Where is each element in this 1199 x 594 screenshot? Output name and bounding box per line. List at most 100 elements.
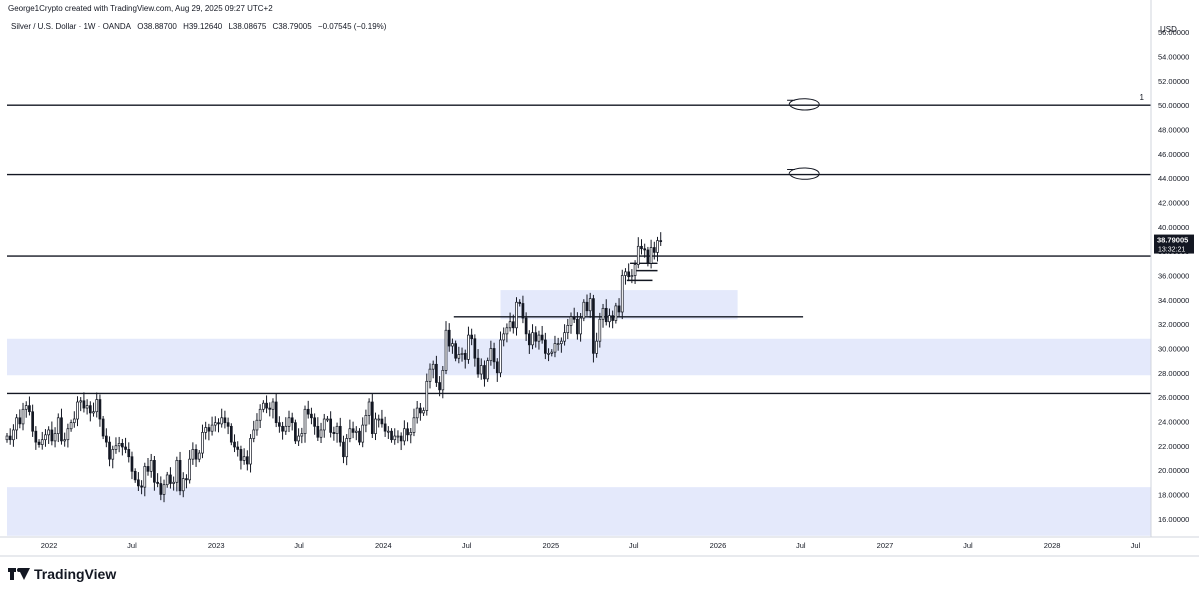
candle-body: [290, 417, 294, 424]
candle-body: [18, 417, 22, 425]
y-tick-label: 18.00000: [1158, 490, 1189, 499]
candle: [242, 448, 246, 465]
x-tick-label: 2023: [208, 541, 225, 550]
candle-body: [329, 418, 332, 433]
candle: [354, 426, 358, 441]
candle: [12, 424, 15, 447]
candle-body: [518, 301, 522, 304]
candle: [560, 337, 563, 353]
zone-rect: [7, 487, 1151, 536]
last-price-label: 38.79005: [1157, 236, 1188, 245]
candle-body: [553, 343, 557, 353]
candle: [172, 476, 175, 491]
candle: [415, 400, 419, 424]
symbol-name[interactable]: Silver / U.S. Dollar · 1W · OANDA: [11, 22, 132, 31]
candle-body: [495, 361, 499, 374]
candle: [281, 421, 284, 440]
candle: [326, 415, 329, 423]
candle-body: [563, 332, 566, 342]
y-tick-label: 46.00000: [1158, 150, 1189, 159]
candle-body: [229, 425, 233, 443]
candle-body: [63, 439, 67, 442]
candle: [630, 269, 634, 284]
candle-body: [233, 441, 236, 448]
candle-body: [114, 445, 118, 450]
candle-body: [28, 405, 31, 413]
candle: [72, 411, 76, 428]
y-tick-label: 22.00000: [1158, 442, 1189, 451]
candle: [24, 401, 28, 418]
ohlc-open: O38.88700: [137, 22, 177, 31]
candle-body: [278, 422, 281, 427]
ellipse-annotation: [787, 98, 820, 111]
candle: [329, 411, 332, 438]
candle-body: [428, 368, 432, 382]
candle-body: [604, 307, 608, 323]
tradingview-brand[interactable]: TradingView: [8, 566, 116, 582]
candle-body: [271, 401, 275, 410]
candle: [428, 363, 432, 389]
ohlc-close: C38.79005: [272, 22, 312, 31]
candle-body: [617, 305, 621, 313]
candle-body: [390, 430, 393, 441]
candle: [92, 402, 95, 417]
candle: [121, 438, 124, 456]
candle: [124, 437, 127, 454]
candle-body: [82, 400, 86, 409]
candle: [345, 434, 349, 466]
candle: [370, 393, 374, 439]
candle: [479, 358, 483, 380]
candle-body: [268, 407, 272, 410]
candle-body: [601, 307, 605, 320]
candle-body: [508, 321, 512, 329]
horizontal-levels: 1: [7, 93, 1151, 395]
x-tick-label: Jul: [127, 541, 137, 550]
candle: [601, 303, 605, 328]
brand-name: TradingView: [34, 566, 117, 582]
candle-body: [69, 422, 73, 430]
candle: [18, 409, 22, 429]
candle-body: [399, 435, 403, 442]
candle: [162, 479, 166, 503]
candle-body: [178, 460, 182, 492]
candle-body: [636, 245, 640, 265]
candle: [483, 360, 486, 387]
candle-body: [582, 301, 586, 319]
candle: [287, 410, 291, 433]
candle-body: [297, 435, 300, 442]
candle: [255, 413, 259, 436]
candle: [627, 263, 631, 282]
candle: [582, 299, 586, 322]
candle-body: [630, 275, 634, 278]
candle: [476, 349, 480, 378]
candle: [435, 355, 438, 387]
time-axis: 2022 Jul 2023 Jul 2024 Jul 2025 Jul 2026 Jul 2027 J…: [0, 536, 1199, 557]
candle: [98, 394, 102, 427]
y-tick-label: 26.00000: [1158, 393, 1189, 402]
candle: [447, 323, 451, 352]
candle: [492, 342, 496, 369]
candle-body: [537, 334, 541, 342]
candle: [143, 462, 147, 497]
candle-body: [85, 405, 89, 409]
candle: [268, 402, 272, 417]
candle: [470, 328, 473, 346]
ohlc-high: H39.12640: [183, 22, 223, 31]
candle-body: [627, 271, 631, 278]
candle-body: [47, 429, 51, 436]
y-tick-label: 16.00000: [1158, 515, 1189, 524]
candle: [181, 472, 185, 498]
candle-body: [159, 483, 163, 495]
candle: [114, 437, 118, 454]
candle-body: [652, 247, 656, 253]
candle: [534, 326, 538, 348]
y-tick-label: 54.00000: [1158, 53, 1189, 62]
candle: [56, 413, 60, 443]
candle: [511, 314, 515, 334]
candle: [290, 412, 294, 431]
candle-body: [620, 275, 624, 313]
candle: [598, 312, 602, 348]
candle-body: [204, 427, 208, 433]
candle-body: [258, 408, 262, 421]
